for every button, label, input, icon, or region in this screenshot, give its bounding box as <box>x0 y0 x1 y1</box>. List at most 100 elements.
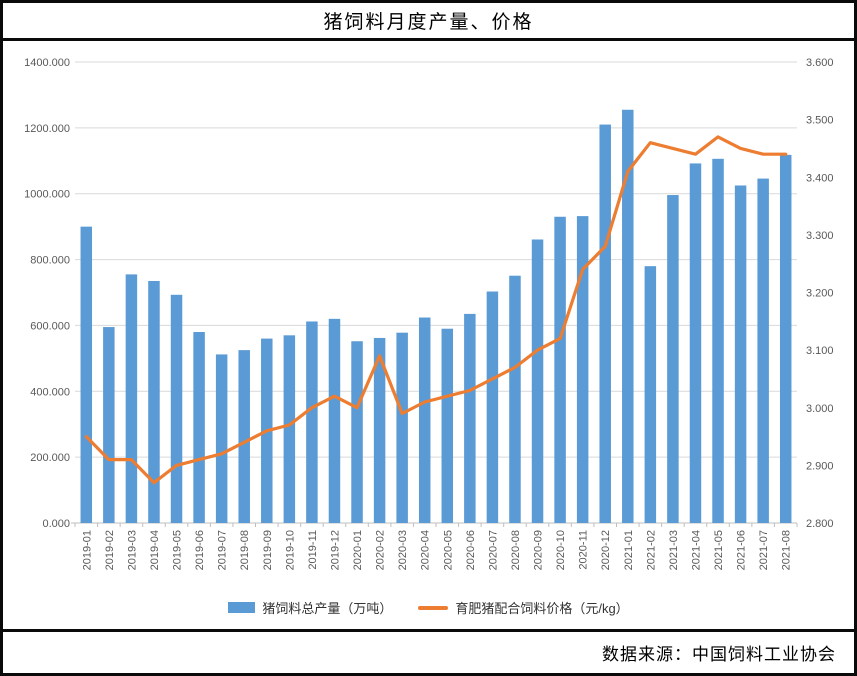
left-tick-label: 800.000 <box>30 255 70 267</box>
x-label-2019-03: 2019-03 <box>126 530 138 570</box>
bar-2020-10 <box>554 216 566 523</box>
title-bar: 猪饲料月度产量、价格 <box>3 3 854 41</box>
x-label-2021-06: 2021-06 <box>736 530 748 570</box>
x-label-2020-03: 2020-03 <box>397 530 409 570</box>
x-label-2020-10: 2020-10 <box>555 530 567 570</box>
x-label-2019-09: 2019-09 <box>262 530 274 570</box>
x-label-2020-12: 2020-12 <box>600 530 612 570</box>
right-tick-label: 3.400 <box>806 172 834 184</box>
right-tick-label: 3.000 <box>806 403 834 415</box>
chart-region: 0.000 200.000 400.000 600.000 800.000 1000.00… <box>3 41 854 629</box>
bar-2020-11 <box>576 216 589 523</box>
left-tick-label: 400.000 <box>30 386 70 398</box>
bar-2020-05 <box>441 328 454 523</box>
x-label-2019-08: 2019-08 <box>239 530 251 570</box>
bar-2020-12 <box>599 124 611 524</box>
right-tick-label: 3.300 <box>806 230 834 242</box>
left-tick-label: 0.000 <box>42 518 70 530</box>
x-label-2020-06: 2020-06 <box>465 530 477 570</box>
bar-2019-10 <box>283 335 296 523</box>
bar-2019-02 <box>103 327 115 523</box>
bar-series <box>80 109 792 524</box>
x-label-2021-04: 2021-04 <box>690 530 702 570</box>
left-tick-label: 1000.000 <box>24 189 70 201</box>
x-label-2019-11: 2019-11 <box>307 530 319 570</box>
left-tick-label: 1400.000 <box>24 57 70 69</box>
bar-2019-11 <box>306 321 318 523</box>
bar-2020-09 <box>531 239 544 524</box>
left-axis-labels: 0.000 200.000 400.000 600.000 800.000 1000.00… <box>24 57 70 530</box>
right-tick-label: 2.800 <box>806 518 834 530</box>
price-line <box>84 135 788 485</box>
x-axis-ticks <box>74 523 798 527</box>
bar-2021-03 <box>667 195 679 523</box>
bar-2021-07 <box>757 178 769 523</box>
left-tick-label: 600.000 <box>30 320 70 332</box>
x-label-2021-08: 2021-08 <box>781 530 793 570</box>
bar-2019-06 <box>193 332 205 523</box>
data-source: 数据来源：中国饲料工业协会 <box>602 645 836 664</box>
line-series-swatch <box>418 605 449 610</box>
x-label-2019-01: 2019-01 <box>81 530 93 570</box>
left-tick-label: 200.000 <box>30 452 70 464</box>
x-label-2020-08: 2020-08 <box>510 530 522 570</box>
legend-item-price: 育肥猪配合饲料价格（元/kg） <box>418 598 629 617</box>
x-label-2020-11: 2020-11 <box>578 530 590 570</box>
right-tick-label: 3.600 <box>806 57 834 69</box>
right-tick-label: 2.900 <box>806 460 834 472</box>
x-label-2019-04: 2019-04 <box>149 530 161 570</box>
x-label-2021-05: 2021-05 <box>713 530 725 570</box>
bar-series-swatch <box>228 602 256 613</box>
bar-2020-01 <box>351 341 363 523</box>
bar-2020-03 <box>396 332 408 523</box>
x-label-2021-07: 2021-07 <box>758 530 770 570</box>
legend-label-price: 育肥猪配合饲料价格（元/kg） <box>455 601 629 616</box>
bar-2019-01 <box>80 226 93 523</box>
bar-2021-05 <box>712 158 724 523</box>
right-tick-label: 3.100 <box>806 345 834 357</box>
right-tick-label: 3.200 <box>806 288 834 300</box>
bar-2021-08 <box>779 154 792 523</box>
bar-2020-06 <box>464 313 476 523</box>
bar-2019-12 <box>328 318 341 523</box>
bar-2019-04 <box>148 280 160 523</box>
x-label-2020-02: 2020-02 <box>375 530 387 570</box>
x-label-2021-03: 2021-03 <box>668 530 680 570</box>
x-label-2021-02: 2021-02 <box>645 530 657 570</box>
x-label-2019-05: 2019-05 <box>172 530 184 570</box>
x-label-2020-09: 2020-09 <box>533 530 545 570</box>
page-title: 猪饲料月度产量、价格 <box>323 12 534 33</box>
bar-2021-01 <box>622 109 634 523</box>
right-axis-labels: 2.800 2.900 3.000 3.100 3.200 3.300 3.400 3.500… <box>806 57 834 530</box>
bar-2021-04 <box>689 163 702 524</box>
bar-2019-05 <box>170 294 183 523</box>
right-tick-label: 3.500 <box>806 115 834 127</box>
x-label-2019-07: 2019-07 <box>217 530 229 570</box>
legend-label-production: 猪饲料总产量（万吨） <box>262 601 393 616</box>
bar-2021-06 <box>734 185 747 523</box>
x-label-2020-07: 2020-07 <box>487 530 499 570</box>
footer-bar: 数据来源：中国饲料工业协会 <box>3 629 854 673</box>
bar-2019-03 <box>125 274 138 523</box>
x-label-2019-02: 2019-02 <box>104 530 116 570</box>
x-label-2019-06: 2019-06 <box>194 530 206 570</box>
left-tick-label: 1200.000 <box>24 123 70 135</box>
x-label-2019-10: 2019-10 <box>284 530 296 570</box>
bar-2021-02 <box>644 266 657 523</box>
bar-2019-08 <box>238 350 250 523</box>
x-label-2020-04: 2020-04 <box>420 530 432 570</box>
x-label-2021-01: 2021-01 <box>623 530 635 570</box>
bar-2020-02 <box>373 337 386 523</box>
combo-chart: 0.000 200.000 400.000 600.000 800.000 1000.00… <box>24 57 834 570</box>
x-label-2020-05: 2020-05 <box>442 530 454 570</box>
bar-2020-07 <box>486 291 499 523</box>
legend-item-production: 猪饲料总产量（万吨） <box>228 598 392 617</box>
legend: 猪饲料总产量（万吨） 育肥猪配合饲料价格（元/kg） <box>3 598 854 617</box>
bar-2020-04 <box>418 317 431 523</box>
x-label-2019-12: 2019-12 <box>329 530 341 570</box>
bar-2020-08 <box>509 275 521 523</box>
x-label-2020-01: 2020-01 <box>352 530 364 570</box>
x-axis-labels: 2019-01 2019-02 2019-03 2019-04 2019-05 2019-… <box>81 530 792 570</box>
bar-2019-07 <box>215 354 228 523</box>
